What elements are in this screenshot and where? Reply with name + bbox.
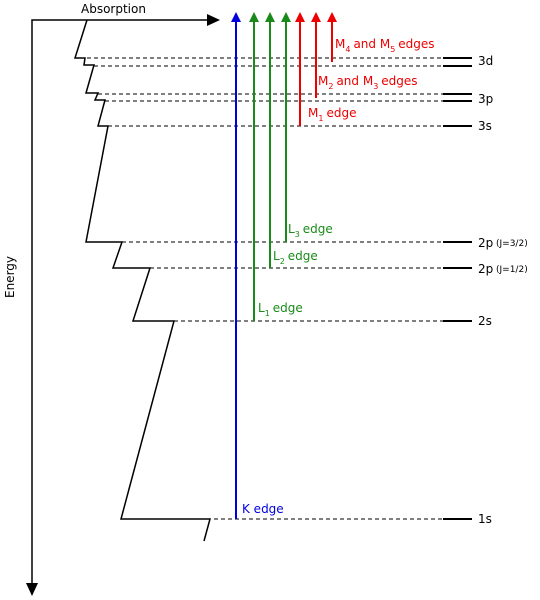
l1-edge-label: L1 edge [258, 301, 303, 318]
m1-edge-label: M1 edge [308, 106, 356, 123]
l3-edge-label: L3 edge [288, 222, 333, 239]
energy-level-ticks [443, 57, 472, 520]
axis-lines [31, 19, 208, 588]
level-label-2p-j32-suffix: (J=3/2) [496, 239, 528, 249]
m45-edges-label: M4 and M5 edges [335, 37, 435, 54]
absorption-arrow-icon [207, 14, 220, 26]
level-label-2p-j12: 2p [478, 262, 493, 276]
level-label-3d: 3d [478, 54, 493, 68]
axes: Absorption Energy [3, 2, 220, 596]
level-label-2s: 2s [478, 314, 492, 328]
level-label-1s: 1s [478, 512, 492, 526]
energy-arrow-icon [26, 583, 38, 596]
level-label-3p: 3p [478, 92, 493, 106]
level-label-2p-j12-suffix: (J=1/2) [496, 265, 528, 275]
energy-levels [87, 57, 443, 520]
k-edge-label: K edge [242, 502, 284, 516]
level-label-2p-j32: 2p [478, 236, 493, 250]
energy-axis-label: Energy [3, 256, 17, 298]
level-label-3s: 3s [478, 119, 492, 133]
l2-edge-label: L2 edge [273, 249, 318, 266]
level-labels: 3d 3p 3s 2p (J=3/2) 2p (J=1/2) 2s 1s [478, 54, 528, 526]
edge-arrows [231, 12, 337, 519]
absorption-axis-label: Absorption [81, 2, 146, 16]
m23-edges-label: M2 and M3 edges [318, 74, 418, 91]
absorption-spectrum-curve [73, 19, 211, 542]
